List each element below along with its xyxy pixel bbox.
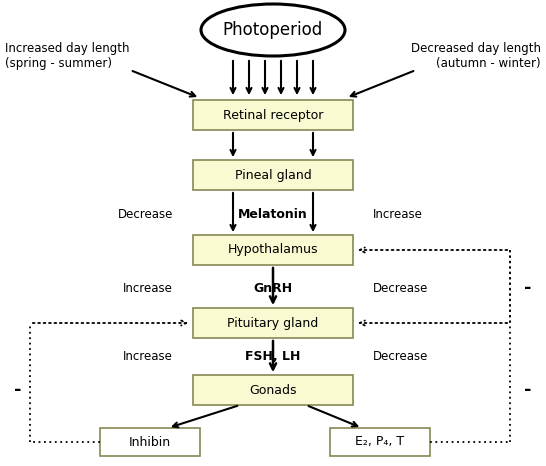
Bar xyxy=(193,100,353,130)
Ellipse shape xyxy=(201,4,345,56)
Text: Increased day length
(spring - summer): Increased day length (spring - summer) xyxy=(5,42,129,70)
Bar xyxy=(193,160,353,190)
Text: Increase: Increase xyxy=(123,281,173,295)
Text: Pituitary gland: Pituitary gland xyxy=(227,316,319,329)
Bar xyxy=(193,375,353,405)
Text: Increase: Increase xyxy=(123,350,173,363)
Text: Pineal gland: Pineal gland xyxy=(235,169,311,181)
Text: Melatonin: Melatonin xyxy=(238,207,308,220)
Text: Hypothalamus: Hypothalamus xyxy=(228,244,318,256)
Text: FSH, LH: FSH, LH xyxy=(245,350,301,363)
Bar xyxy=(193,235,353,265)
Text: -: - xyxy=(524,279,532,297)
Text: Decrease: Decrease xyxy=(373,350,429,363)
Text: GnRH: GnRH xyxy=(253,281,293,295)
Text: Retinal receptor: Retinal receptor xyxy=(223,109,323,122)
Bar xyxy=(193,308,353,338)
Text: Gonads: Gonads xyxy=(250,384,296,397)
Text: E₂, P₄, T: E₂, P₄, T xyxy=(355,436,405,448)
Text: -: - xyxy=(524,381,532,399)
Text: Decrease: Decrease xyxy=(117,207,173,220)
Text: Decrease: Decrease xyxy=(373,281,429,295)
Text: -: - xyxy=(14,381,22,399)
Text: Increase: Increase xyxy=(373,207,423,220)
Text: Inhibin: Inhibin xyxy=(129,436,171,448)
Text: Decreased day length
(autumn - winter): Decreased day length (autumn - winter) xyxy=(411,42,541,70)
Bar xyxy=(330,428,430,456)
Text: Photoperiod: Photoperiod xyxy=(223,21,323,39)
Bar xyxy=(100,428,200,456)
